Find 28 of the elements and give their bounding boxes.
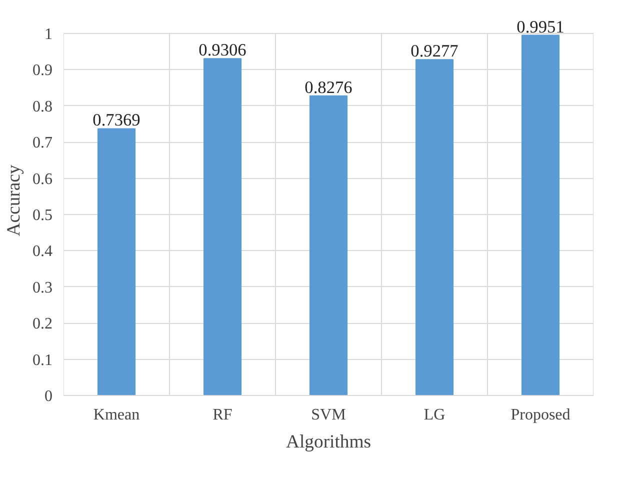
y-tick-label: 0.4 xyxy=(32,243,52,260)
x-tick-label: SVM xyxy=(311,406,346,424)
bar xyxy=(309,95,348,396)
x-tick-label: Kmean xyxy=(93,406,140,424)
x-axis-title: Algorithms xyxy=(286,432,372,452)
bar xyxy=(97,128,136,396)
y-axis-title: Accuracy xyxy=(4,164,24,236)
y-tick-label: 0.5 xyxy=(32,207,52,224)
x-tick-label: LG xyxy=(424,406,446,424)
x-tick-label: Proposed xyxy=(510,406,570,424)
y-tick-label: 0.2 xyxy=(32,316,52,333)
x-tick-label: RF xyxy=(212,406,232,424)
bar xyxy=(415,59,454,396)
bar xyxy=(203,58,242,396)
data-label: 0.8276 xyxy=(304,78,353,97)
y-tick-label: 0.7 xyxy=(32,134,52,152)
y-tick-label: 0 xyxy=(44,388,52,405)
y-tick-label: 0.1 xyxy=(32,352,52,369)
data-label: 0.7369 xyxy=(92,110,140,130)
y-tick-label: 0.3 xyxy=(32,279,52,296)
y-tick-label: 0.9 xyxy=(32,62,52,80)
data-label: 0.9306 xyxy=(198,40,247,60)
bar xyxy=(521,34,560,396)
y-tick-label: 0.8 xyxy=(32,98,52,116)
data-label: 0.9277 xyxy=(410,42,459,61)
y-tick-label: 0.6 xyxy=(32,170,52,188)
y-tick-label: 1 xyxy=(44,26,52,43)
data-label: 0.9951 xyxy=(516,17,564,36)
